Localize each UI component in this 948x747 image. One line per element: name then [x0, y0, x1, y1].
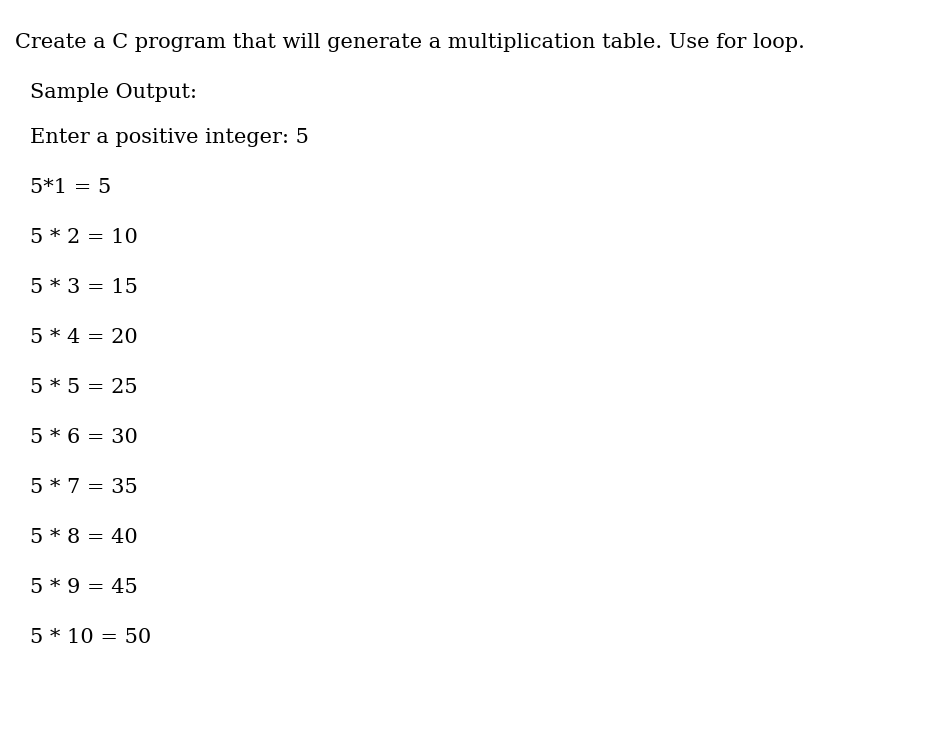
- Text: 5 * 7 = 35: 5 * 7 = 35: [30, 478, 137, 497]
- Text: Enter a positive integer: 5: Enter a positive integer: 5: [30, 128, 309, 147]
- Text: 5*1 = 5: 5*1 = 5: [30, 178, 111, 197]
- Text: Sample Output:: Sample Output:: [30, 83, 197, 102]
- Text: Create a C program that will generate a multiplication table. Use for loop.: Create a C program that will generate a …: [15, 33, 805, 52]
- Text: 5 * 4 = 20: 5 * 4 = 20: [30, 328, 137, 347]
- Text: 5 * 10 = 50: 5 * 10 = 50: [30, 628, 152, 647]
- Text: 5 * 2 = 10: 5 * 2 = 10: [30, 228, 137, 247]
- Text: 5 * 5 = 25: 5 * 5 = 25: [30, 378, 137, 397]
- Text: 5 * 8 = 40: 5 * 8 = 40: [30, 528, 137, 547]
- Text: 5 * 3 = 15: 5 * 3 = 15: [30, 278, 137, 297]
- Text: 5 * 9 = 45: 5 * 9 = 45: [30, 578, 137, 597]
- Text: 5 * 6 = 30: 5 * 6 = 30: [30, 428, 137, 447]
